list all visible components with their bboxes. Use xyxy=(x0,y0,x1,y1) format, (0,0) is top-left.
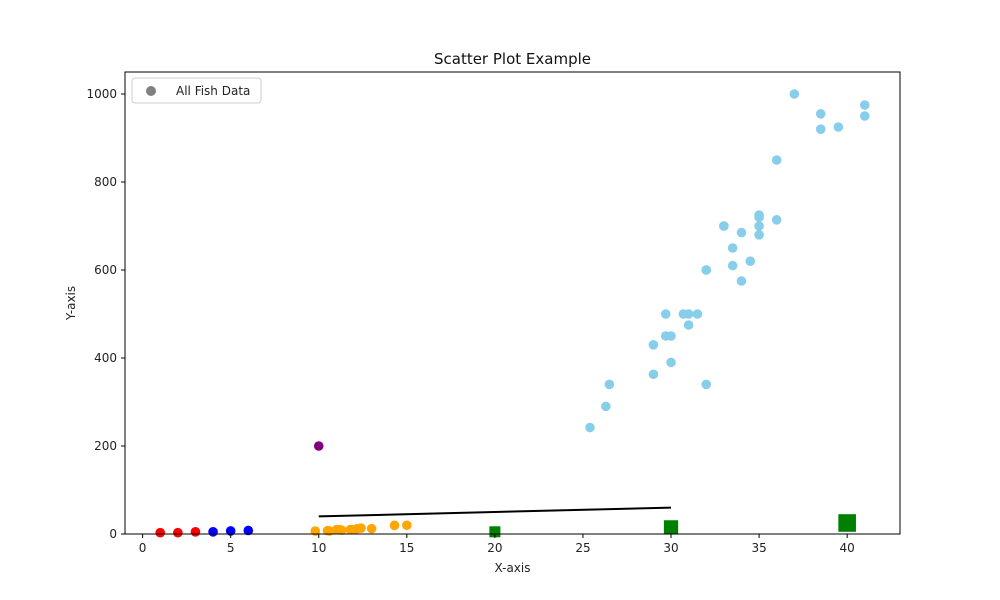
x-tick-label: 0 xyxy=(139,541,147,555)
data-point xyxy=(701,265,712,275)
data-point xyxy=(155,527,166,538)
data-point xyxy=(859,111,870,121)
data-point xyxy=(683,309,694,319)
data-point xyxy=(833,122,844,132)
data-point xyxy=(604,379,615,390)
data-point xyxy=(389,520,400,531)
y-tick-label: 1000 xyxy=(86,87,117,101)
x-axis-ticks: 0 5 10 15 20 25 30 35 40 xyxy=(139,534,855,555)
x-tick-label: 40 xyxy=(840,541,855,555)
data-point xyxy=(190,527,201,537)
data-point xyxy=(815,124,826,134)
data-point xyxy=(701,379,712,390)
data-point xyxy=(692,309,703,319)
y-tick-label: 0 xyxy=(109,527,117,541)
data-point xyxy=(324,526,335,536)
legend-entry-label: All Fish Data xyxy=(176,84,250,98)
data-point xyxy=(585,422,595,433)
data-point xyxy=(727,260,738,271)
data-point xyxy=(683,320,694,330)
data-point xyxy=(336,525,347,535)
data-point xyxy=(356,523,366,533)
data-point xyxy=(754,212,764,222)
data-point-square xyxy=(489,526,501,538)
x-axis-label: X-axis xyxy=(495,561,531,575)
legend-marker xyxy=(146,86,156,96)
data-point xyxy=(771,155,782,165)
data-point-square xyxy=(838,514,856,532)
data-point xyxy=(771,215,782,225)
chart-title: Scatter Plot Example xyxy=(434,50,591,68)
y-tick-label: 800 xyxy=(94,175,117,189)
data-point xyxy=(225,526,236,536)
data-point xyxy=(243,525,254,536)
data-point xyxy=(815,109,826,119)
data-point xyxy=(648,369,659,380)
data-point xyxy=(745,256,756,267)
data-point xyxy=(173,527,183,538)
data-point xyxy=(666,331,676,341)
legend-box xyxy=(131,77,262,104)
x-tick-label: 15 xyxy=(399,541,414,555)
y-tick-label: 200 xyxy=(94,439,117,453)
data-point xyxy=(754,230,764,240)
y-tick-label: 600 xyxy=(94,263,117,277)
trend-line xyxy=(318,506,672,518)
y-tick-label: 400 xyxy=(94,351,117,365)
data-point xyxy=(736,227,747,238)
x-tick-label: 30 xyxy=(663,541,678,555)
legend: All Fish Data xyxy=(131,77,262,104)
data-point xyxy=(789,89,800,99)
y-axis-label: Y-axis xyxy=(64,286,78,321)
data-point xyxy=(719,221,729,231)
data-point xyxy=(313,441,324,451)
data-point xyxy=(208,527,218,537)
plot-frame xyxy=(124,71,901,535)
x-tick-label: 5 xyxy=(227,541,235,555)
x-tick-label: 20 xyxy=(487,541,502,555)
data-point xyxy=(754,221,764,231)
x-tick-label: 10 xyxy=(311,541,326,555)
x-tick-label: 25 xyxy=(575,541,590,555)
plot-area xyxy=(155,89,870,538)
y-axis-ticks: 0 200 400 600 800 1000 xyxy=(86,87,125,541)
data-point xyxy=(736,276,747,286)
data-point xyxy=(727,243,738,253)
data-point xyxy=(648,340,659,350)
data-point xyxy=(859,100,870,110)
data-point xyxy=(402,520,412,531)
data-point xyxy=(310,526,321,536)
data-point xyxy=(601,401,611,412)
data-point xyxy=(666,357,676,368)
data-point xyxy=(366,523,377,534)
data-point-square xyxy=(663,520,679,535)
data-point xyxy=(660,309,671,319)
x-tick-label: 35 xyxy=(751,541,766,555)
